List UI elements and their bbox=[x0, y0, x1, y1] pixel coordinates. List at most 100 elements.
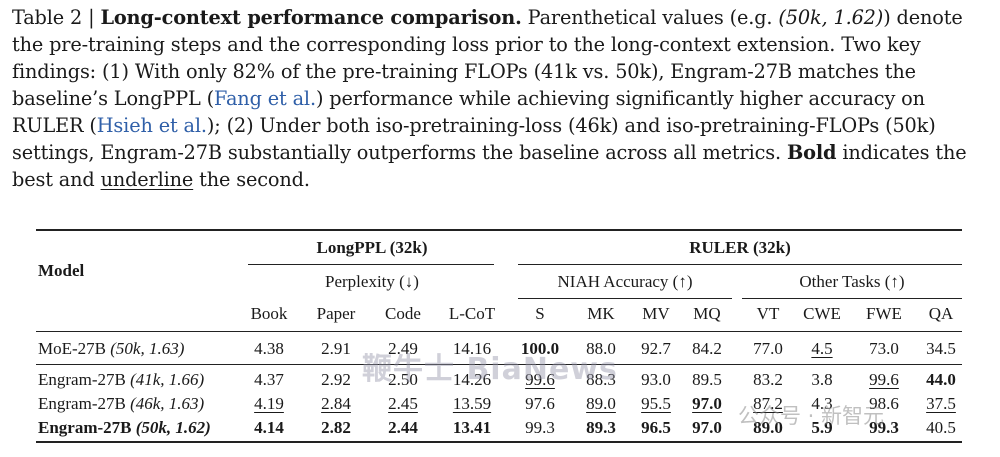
model-checkpoint-note: (46k, 1.63) bbox=[130, 394, 205, 413]
column-header-qa: QA bbox=[928, 304, 954, 323]
caption-text-4: ); (2) Under both iso-pretraining-loss (… bbox=[12, 114, 936, 164]
table-cell: 3.8 bbox=[811, 370, 833, 389]
table-cell: 97.0 bbox=[692, 394, 722, 413]
column-header-mk: MK bbox=[587, 304, 615, 323]
rule-longppl bbox=[248, 264, 494, 265]
model-checkpoint-note: (50k, 1.62) bbox=[135, 418, 211, 437]
rule-ruler bbox=[518, 264, 962, 265]
table-cell: 89.0 bbox=[753, 418, 783, 437]
table-cell: 93.0 bbox=[641, 370, 671, 389]
table-cell: 4.37 bbox=[254, 370, 284, 389]
table-cell: 99.3 bbox=[869, 418, 899, 437]
table-cell: 40.5 bbox=[926, 418, 956, 437]
caption-title: Long-context performance comparison. bbox=[100, 6, 522, 29]
column-header-code: Code bbox=[385, 304, 421, 323]
caption-example: (50k, 1.62) bbox=[778, 6, 884, 29]
table-cell: 2.49 bbox=[388, 339, 418, 358]
table-cell: 88.3 bbox=[586, 370, 616, 389]
table-cell: 88.0 bbox=[586, 339, 616, 358]
table-cell: 4.5 bbox=[811, 339, 833, 358]
rule-niah bbox=[518, 298, 732, 299]
citation-fang[interactable]: Fang et al. bbox=[214, 87, 316, 110]
table-cell: 34.5 bbox=[926, 339, 956, 358]
table-cell: 99.3 bbox=[525, 418, 555, 437]
table-cell: 84.2 bbox=[692, 339, 722, 358]
table-cell: 44.0 bbox=[926, 370, 956, 389]
model-name: Engram-27B bbox=[38, 394, 126, 413]
table-cell: 92.7 bbox=[641, 339, 671, 358]
table-caption: Table 2 | Long-context performance compa… bbox=[12, 4, 988, 193]
model-checkpoint-note: (50k, 1.63) bbox=[110, 339, 185, 358]
caption-label: Table 2 | bbox=[12, 6, 95, 29]
caption-text-2: ) denote the pre-training steps and the … bbox=[12, 6, 963, 110]
caption-text-1: Parenthetical values (e.g. bbox=[521, 6, 779, 29]
table-cell: 4.14 bbox=[254, 418, 284, 437]
table-cell: 99.6 bbox=[869, 370, 899, 389]
caption-text-3: ) performance while achieving significan… bbox=[12, 87, 925, 137]
table-bottom-rule bbox=[36, 441, 962, 443]
table-cell: 97.0 bbox=[692, 418, 722, 437]
caption-bold-word: Bold bbox=[786, 141, 837, 164]
table-cell: 2.84 bbox=[321, 394, 351, 413]
table-cell: 2.92 bbox=[321, 370, 351, 389]
citation-hsieh[interactable]: Hsieh et al. bbox=[96, 114, 207, 137]
watermark-corner: 公众号 · 新智元 bbox=[738, 404, 885, 428]
table-cell: 97.6 bbox=[525, 394, 555, 413]
table-cell: 5.9 bbox=[811, 418, 833, 437]
caption-underline-word: underline bbox=[100, 168, 194, 191]
table-cell: 89.0 bbox=[586, 394, 616, 413]
table-row-model-name: Engram-27B (41k, 1.66) bbox=[38, 370, 204, 390]
model-name: MoE-27B bbox=[38, 339, 106, 358]
table-cell: 87.2 bbox=[753, 394, 783, 413]
subheader-niah: NIAH Accuracy (↑) bbox=[557, 272, 693, 291]
table-row-model-name: MoE-27B (50k, 1.63) bbox=[38, 339, 184, 359]
table-cell: 2.44 bbox=[388, 418, 418, 437]
table-cell: 4.38 bbox=[254, 339, 284, 358]
table-cell: 37.5 bbox=[926, 394, 956, 413]
table-cell: 14.26 bbox=[452, 370, 492, 389]
table-header-rule bbox=[36, 331, 962, 332]
subheader-other-tasks: Other Tasks (↑) bbox=[799, 272, 905, 291]
column-header-l-cot: L-CoT bbox=[448, 304, 496, 323]
table-cell: 13.41 bbox=[452, 418, 492, 437]
table-row-model-name: Engram-27B (50k, 1.62) bbox=[38, 418, 211, 438]
column-header-vt: VT bbox=[756, 304, 780, 323]
column-header-model: Model bbox=[38, 261, 85, 280]
rule-other bbox=[742, 298, 962, 299]
column-header-mq: MQ bbox=[693, 304, 721, 323]
watermark-center: 鞭牛士 BiaNews bbox=[362, 352, 618, 387]
column-header-cwe: CWE bbox=[803, 304, 841, 323]
table-cell: 2.50 bbox=[388, 370, 418, 389]
table-cell: 14.16 bbox=[452, 339, 492, 358]
table-top-rule bbox=[36, 229, 962, 231]
model-name: Engram-27B bbox=[38, 418, 132, 437]
table-row-model-name: Engram-27B (46k, 1.63) bbox=[38, 394, 204, 414]
caption-text-6: the second. bbox=[193, 168, 310, 191]
group-header-longppl: LongPPL (32k) bbox=[316, 238, 428, 257]
column-header-mv: MV bbox=[642, 304, 670, 323]
column-header-s: S bbox=[535, 304, 545, 323]
table-cell: 2.82 bbox=[321, 418, 351, 437]
table-cell: 98.6 bbox=[869, 394, 899, 413]
table-cell: 95.5 bbox=[641, 394, 671, 413]
table-cell: 96.5 bbox=[641, 418, 671, 437]
table-mid-rule bbox=[36, 364, 962, 365]
model-checkpoint-note: (41k, 1.66) bbox=[130, 370, 205, 389]
table-cell: 89.5 bbox=[692, 370, 722, 389]
group-header-ruler: RULER (32k) bbox=[689, 238, 791, 257]
table-cell: 99.6 bbox=[525, 370, 555, 389]
table-cell: 4.19 bbox=[254, 394, 284, 413]
table-cell: 2.91 bbox=[321, 339, 351, 358]
table-cell: 83.2 bbox=[753, 370, 783, 389]
caption-text-5: indicates the best and bbox=[12, 141, 967, 191]
table-cell: 2.45 bbox=[388, 394, 418, 413]
table-cell: 89.3 bbox=[586, 418, 616, 437]
table-cell: 73.0 bbox=[869, 339, 899, 358]
column-header-book: Book bbox=[250, 304, 288, 323]
column-header-fwe: FWE bbox=[866, 304, 902, 323]
table-cell: 77.0 bbox=[753, 339, 783, 358]
column-header-paper: Paper bbox=[316, 304, 356, 323]
model-name: Engram-27B bbox=[38, 370, 126, 389]
table-cell: 4.3 bbox=[811, 394, 833, 413]
subheader-perplexity: Perplexity (↓) bbox=[325, 272, 419, 291]
